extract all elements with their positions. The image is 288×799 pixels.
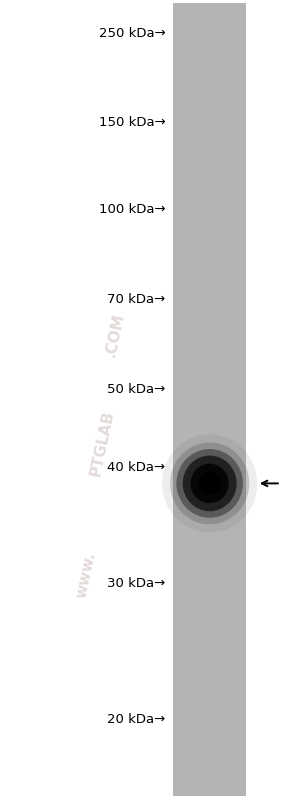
Text: 250 kDa→: 250 kDa→ bbox=[99, 27, 166, 40]
Text: 30 kDa→: 30 kDa→ bbox=[107, 577, 166, 590]
Text: 20 kDa→: 20 kDa→ bbox=[107, 713, 166, 725]
Text: 50 kDa→: 50 kDa→ bbox=[107, 384, 166, 396]
Ellipse shape bbox=[191, 463, 229, 503]
Ellipse shape bbox=[176, 449, 243, 518]
Text: 40 kDa→: 40 kDa→ bbox=[107, 461, 166, 474]
Ellipse shape bbox=[162, 434, 257, 532]
Text: 100 kDa→: 100 kDa→ bbox=[99, 203, 166, 216]
Text: .COM: .COM bbox=[103, 312, 127, 359]
Ellipse shape bbox=[183, 455, 236, 511]
Ellipse shape bbox=[198, 472, 221, 495]
Text: PTGLAB: PTGLAB bbox=[88, 409, 117, 478]
Ellipse shape bbox=[170, 443, 249, 524]
Text: 70 kDa→: 70 kDa→ bbox=[107, 293, 166, 306]
Bar bbox=[173, 3, 246, 796]
Text: www.: www. bbox=[74, 551, 98, 600]
Text: 150 kDa→: 150 kDa→ bbox=[99, 116, 166, 129]
